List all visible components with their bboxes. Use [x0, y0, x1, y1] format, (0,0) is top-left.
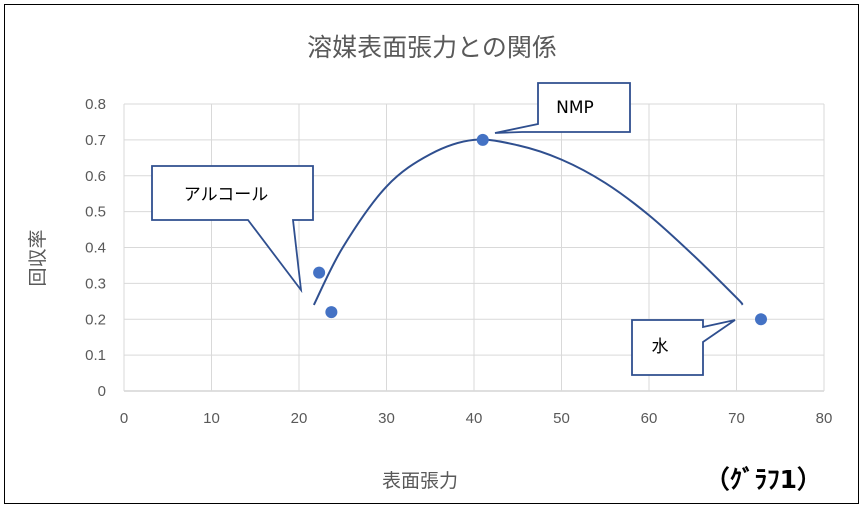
data-points	[313, 133, 767, 326]
data-point	[476, 133, 489, 146]
callout-label: NMP	[556, 98, 594, 118]
x-axis-label: 表面張力	[382, 470, 458, 492]
y-tick-label: 0.8	[85, 96, 106, 113]
chart-frame	[4, 4, 859, 504]
y-tick-label: 0.2	[85, 311, 106, 328]
figure-label: （ｸﾞﾗﾌ1）	[705, 465, 822, 494]
callout-label: アルコール	[184, 185, 269, 205]
tick-labels: 0 0.1 0.2 0.3 0.4 0.5 0.6 0.7 0.8 0 10 20 30 40 50 60 70…	[85, 96, 832, 427]
y-tick-label: 0.7	[85, 132, 106, 149]
callout-box	[151, 165, 314, 294]
y-tick-label: 0.3	[85, 275, 106, 292]
y-tick-label: 0.5	[85, 204, 106, 221]
x-tick-label: 20	[291, 410, 308, 427]
x-tick-label: 50	[553, 410, 570, 427]
trendline-group	[312, 138, 744, 306]
x-tick-label: 40	[466, 410, 483, 427]
y-tick-label: 0	[98, 383, 106, 400]
x-tick-label: 70	[728, 410, 745, 427]
y-axis-label: 回収率	[27, 229, 49, 286]
data-point	[755, 313, 767, 326]
trendline	[312, 138, 744, 306]
chart-title: 溶媒表面張力との関係	[307, 33, 557, 62]
callout-box	[631, 319, 736, 376]
grid	[123, 103, 825, 392]
x-tick-label: 60	[641, 410, 658, 427]
callout-box	[494, 82, 631, 134]
y-tick-label: 0.6	[85, 168, 106, 185]
x-tick-label: 10	[203, 410, 220, 427]
data-point	[313, 266, 326, 279]
x-tick-label: 80	[816, 410, 833, 427]
data-point	[325, 306, 338, 319]
x-tick-label: 0	[120, 410, 128, 427]
callout-label: 水	[652, 337, 669, 357]
y-tick-label: 0.4	[85, 240, 106, 257]
y-tick-label: 0.1	[85, 347, 106, 364]
x-tick-label: 30	[378, 410, 395, 427]
